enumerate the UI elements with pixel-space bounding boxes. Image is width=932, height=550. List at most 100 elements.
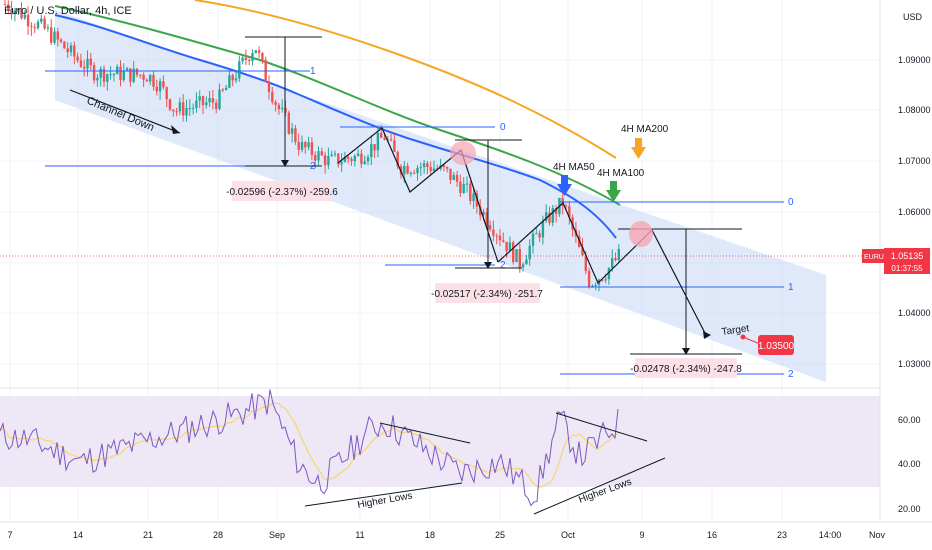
candle-body [446, 167, 449, 169]
candle-body [3, 4, 7, 6]
candle-body [353, 155, 356, 162]
candle-body [165, 87, 168, 100]
swing-zigzag [337, 127, 707, 336]
candle-body [7, 4, 10, 10]
time-tick: Sep [269, 530, 285, 540]
candle-body [290, 128, 294, 134]
candle-body [238, 61, 241, 79]
candle-body [112, 74, 116, 76]
ma50-label: 4H MA50 [553, 162, 595, 173]
candle-body [158, 81, 162, 92]
candle-body [442, 164, 446, 168]
candle-body [231, 75, 234, 81]
candle-body [462, 184, 465, 194]
candle-body [149, 74, 152, 82]
candle-body [528, 245, 531, 260]
candle-body [139, 74, 142, 76]
candle-body [248, 59, 251, 61]
candle-body [432, 168, 436, 171]
candle-body [393, 140, 396, 152]
candle-body [254, 50, 257, 53]
candle-body [449, 168, 452, 180]
ma200-label: 4H MA200 [621, 124, 669, 135]
time-tick: 14:00 [819, 530, 842, 540]
time-axis[interactable]: 7 14 21 28 Sep 11 18 25 Oct 9 16 23 14:0… [0, 521, 932, 550]
time-tick: 16 [707, 530, 717, 540]
candle-body [314, 155, 317, 161]
rsi-tick: 40.00 [898, 459, 921, 469]
candle-body [30, 26, 33, 28]
candle-body [215, 102, 218, 109]
resistance-highlight [629, 221, 653, 247]
candle-body [168, 99, 172, 110]
candle-body [343, 156, 347, 163]
rsi-band [0, 396, 880, 487]
candle-body [251, 52, 254, 61]
candle-body [515, 249, 518, 262]
candle-body [564, 205, 568, 207]
candle-body [485, 211, 488, 226]
candle-body [310, 142, 314, 156]
candle-body [505, 241, 508, 252]
candle-body [125, 68, 129, 72]
candle-body [380, 132, 383, 138]
candle-body [221, 89, 224, 91]
candle-body [228, 75, 231, 88]
fib-label: 1 [788, 282, 794, 293]
time-tick: 11 [355, 530, 364, 540]
candle-body [568, 206, 571, 218]
candle-body [323, 155, 327, 166]
price-tick-labels: 1.09000 1.08000 1.07000 1.06000 1.04000 … [898, 55, 931, 369]
candle-body [370, 144, 373, 158]
measure-label-3: -0.02478 (-2.34%) -247.8 [630, 358, 742, 378]
candle-body [300, 141, 304, 150]
symbol-badge [862, 249, 884, 263]
fib-levels [45, 70, 784, 375]
candle-body [307, 142, 310, 148]
candle-body [172, 109, 175, 112]
candle-body [452, 174, 455, 180]
candle-body [525, 259, 528, 265]
candle-body [350, 158, 353, 162]
candle-body [116, 66, 119, 75]
candle-body [277, 104, 281, 110]
candle-body [403, 165, 406, 175]
candle-body [294, 128, 297, 142]
candle-body [333, 153, 337, 155]
candle-body [363, 161, 366, 164]
rsi-ma-line [0, 402, 619, 488]
candle-body [581, 247, 584, 256]
candle-body [10, 9, 13, 15]
measure-label-1: -0.02596 (-2.37%) -259.6 [226, 181, 338, 201]
candle-body [271, 91, 274, 103]
candle-body [109, 74, 112, 76]
time-tick: 28 [213, 530, 223, 540]
candle-body [376, 132, 380, 151]
candle-body [389, 139, 393, 141]
candle-body [327, 156, 330, 166]
candle-body [498, 235, 502, 241]
candle-body [205, 102, 208, 106]
time-tick: 25 [495, 530, 505, 540]
time-tick: 21 [143, 530, 153, 540]
target-price-tag: 1.03500 [758, 341, 795, 352]
candle-body [545, 212, 548, 221]
candle-body [89, 58, 92, 66]
candle-body [465, 183, 469, 185]
price-scale[interactable]: USD 1.09000 1.08000 1.07000 1.06000 1.04… [862, 0, 932, 520]
candle-body [356, 153, 360, 156]
candle-body [455, 174, 459, 182]
candle-body [492, 229, 495, 236]
candle-body [287, 112, 290, 134]
candle-body [429, 167, 432, 171]
candle-body [281, 107, 284, 110]
current-price-value: 1.05135 [891, 251, 924, 261]
ma50-line [54, 14, 617, 239]
time-tick: 14 [73, 530, 83, 540]
candle-body [50, 27, 53, 43]
candle-body [330, 154, 333, 157]
candle-body [416, 167, 419, 174]
price-tick: 1.08000 [898, 105, 931, 115]
candle-body [521, 264, 525, 268]
